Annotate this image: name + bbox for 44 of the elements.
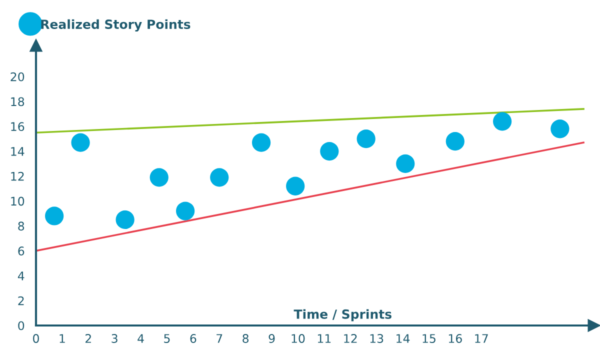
point (210, 168, 229, 187)
x-tick-label: 3 (112, 334, 118, 343)
x-tick-label: 14 (396, 334, 410, 343)
point (550, 120, 570, 138)
y-tick-label: 18 (11, 97, 24, 106)
x-axis-title: Time / Sprints (294, 309, 392, 322)
x-tick-label: 4 (138, 334, 144, 343)
point (45, 206, 64, 226)
x-tick-label: 11 (318, 334, 331, 343)
point (116, 210, 134, 230)
x-tick-label: 0 (33, 334, 39, 343)
y-tick-label: 0 (18, 321, 24, 330)
point (71, 133, 90, 152)
y-tick-label: 12 (11, 172, 24, 181)
point (252, 133, 271, 152)
point (396, 154, 415, 174)
y-tick-label: 4 (18, 272, 24, 280)
x-tick-label: 6 (190, 334, 196, 343)
x-tick-label: 5 (164, 334, 170, 343)
x-tick-label: 17 (475, 334, 488, 343)
x-tick-label: 16 (448, 334, 462, 343)
x-tick-label: 13 (370, 334, 384, 343)
y-tick-label: 6 (18, 246, 24, 256)
point (446, 132, 464, 151)
y-tick-label: 16 (11, 122, 24, 132)
y-tick-label: 20 (10, 72, 24, 82)
point (356, 130, 376, 148)
point (176, 202, 195, 220)
y-tick-label: 14 (11, 147, 24, 156)
x-tick-label: 10 (292, 334, 305, 343)
x-tick-label: 15 (422, 334, 436, 343)
x-tick-label: 2 (86, 334, 91, 343)
x-tick-label: 9 (268, 334, 275, 343)
y-tick-label: 10 (11, 196, 24, 206)
point (286, 176, 305, 196)
y-tick-label: 2 (18, 296, 24, 306)
x-tick-label: 12 (344, 334, 357, 343)
point (320, 142, 339, 161)
x-tick-label: 1 (60, 334, 65, 343)
x-tick-label: 8 (242, 334, 249, 343)
x-tick-label: 7 (216, 334, 222, 343)
point (492, 112, 512, 131)
y-tick-label: 8 (18, 222, 24, 231)
point (150, 168, 168, 187)
